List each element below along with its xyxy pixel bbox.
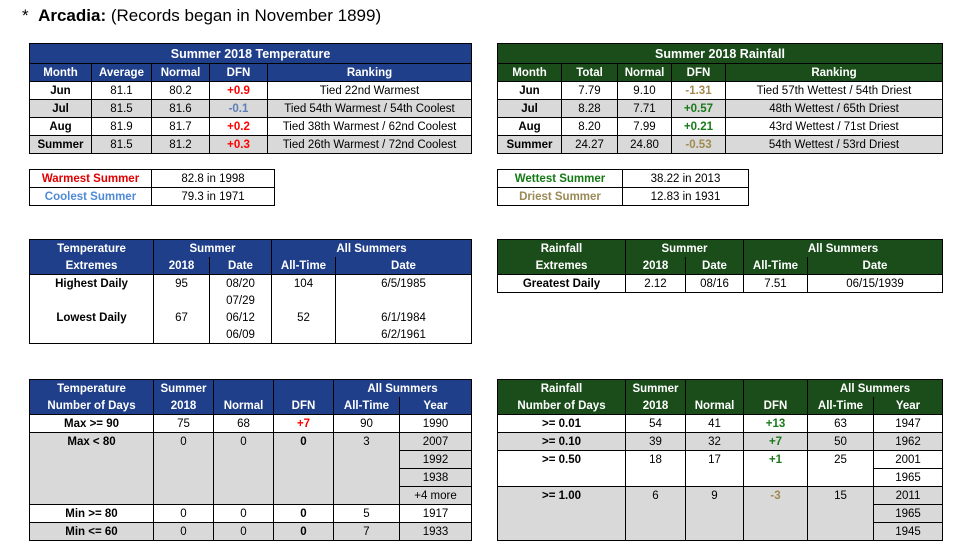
table-row: Jul 8.28 7.71 +0.57 48th Wettest / 65th … [497, 99, 943, 118]
col-header: Normal [617, 63, 672, 82]
table-row: Aug 8.20 7.99 +0.21 43rd Wettest / 71st … [497, 117, 943, 136]
table-row: >= 0.50 18 17 +1 25 2001 [497, 450, 943, 469]
table-row: Greatest Daily 2.12 08/16 7.51 06/15/193… [497, 274, 943, 293]
table-row: Min <= 60 0 0 0 7 1933 [29, 522, 472, 541]
col-header: Ranking [725, 63, 943, 82]
table-title: Summer 2018 Rainfall [497, 43, 943, 64]
driest-summer-label: Driest Summer [497, 187, 623, 206]
table-row: Highest Daily 95 08/20 104 6/5/1985 [29, 274, 472, 292]
col-header: DFN [671, 63, 726, 82]
table-row: Lowest Daily 67 06/12 52 6/1/1984 [29, 309, 472, 326]
table-row: Jun 81.1 80.2 +0.9 Tied 22nd Warmest [29, 81, 473, 100]
col-header: Month [29, 63, 92, 82]
col-header: Normal [151, 63, 210, 82]
coolest-summer-label: Coolest Summer [29, 187, 152, 206]
driest-summer-value: 12.83 in 1931 [622, 187, 749, 206]
temperature-days-table: Temperature Summer All Summers Number of… [29, 379, 472, 541]
table-row: Summer 81.5 81.2 +0.3 Tied 26th Warmest … [29, 135, 473, 154]
coolest-summer-value: 79.3 in 1971 [151, 187, 275, 206]
table-row: >= 1.00 6 9 -3 15 2011 [497, 486, 943, 505]
table-row: Jul 81.5 81.6 -0.1 Tied 54th Warmest / 5… [29, 99, 473, 118]
records-note: (Records began in November 1899) [110, 6, 382, 25]
rainfall-records-table: Wettest Summer 38.22 in 2013 Driest Summ… [497, 169, 749, 206]
col-header: Total [561, 63, 618, 82]
temperature-summary-table: Summer 2018 Temperature Month Average No… [28, 43, 473, 154]
warmest-summer-label: Warmest Summer [29, 169, 152, 188]
table-row: >= 0.01 54 41 +13 63 1947 [497, 414, 943, 433]
table-row: Max < 80 0 0 0 3 2007 [29, 432, 472, 451]
table-title: Summer 2018 Temperature [28, 43, 473, 64]
wettest-summer-value: 38.22 in 2013 [622, 169, 749, 188]
rainfall-days-table: Rainfall Summer All Summers Number of Da… [497, 379, 943, 541]
table-row: Summer 24.27 24.80 -0.53 54th Wettest / … [497, 135, 943, 154]
table-row: Aug 81.9 81.7 +0.2 Tied 38th Warmest / 6… [29, 117, 473, 136]
bullet: * [22, 6, 29, 25]
table-row: Max >= 90 75 68 +7 90 1990 [29, 414, 472, 433]
col-header: Month [497, 63, 562, 82]
warmest-summer-value: 82.8 in 1998 [151, 169, 275, 188]
temperature-records-table: Warmest Summer 82.8 in 1998 Coolest Summ… [29, 169, 275, 206]
temperature-extremes-table: Temperature Summer All Summers Extremes … [29, 239, 472, 344]
rainfall-summary-table: Summer 2018 Rainfall Month Total Normal … [497, 43, 943, 154]
table-row: Jun 7.79 9.10 -1.31 Tied 57th Wettest / … [497, 81, 943, 100]
page-header: * Arcadia: (Records began in November 18… [22, 6, 381, 26]
col-header: Average [91, 63, 152, 82]
col-header: DFN [209, 63, 268, 82]
wettest-summer-label: Wettest Summer [497, 169, 623, 188]
col-header: Ranking [266, 63, 473, 82]
table-row: Min >= 80 0 0 0 5 1917 [29, 504, 472, 523]
station-name: Arcadia: [38, 6, 107, 25]
table-row: >= 0.10 39 32 +7 50 1962 [497, 432, 943, 451]
rainfall-extremes-table: Rainfall Summer All Summers Extremes 201… [497, 239, 943, 293]
